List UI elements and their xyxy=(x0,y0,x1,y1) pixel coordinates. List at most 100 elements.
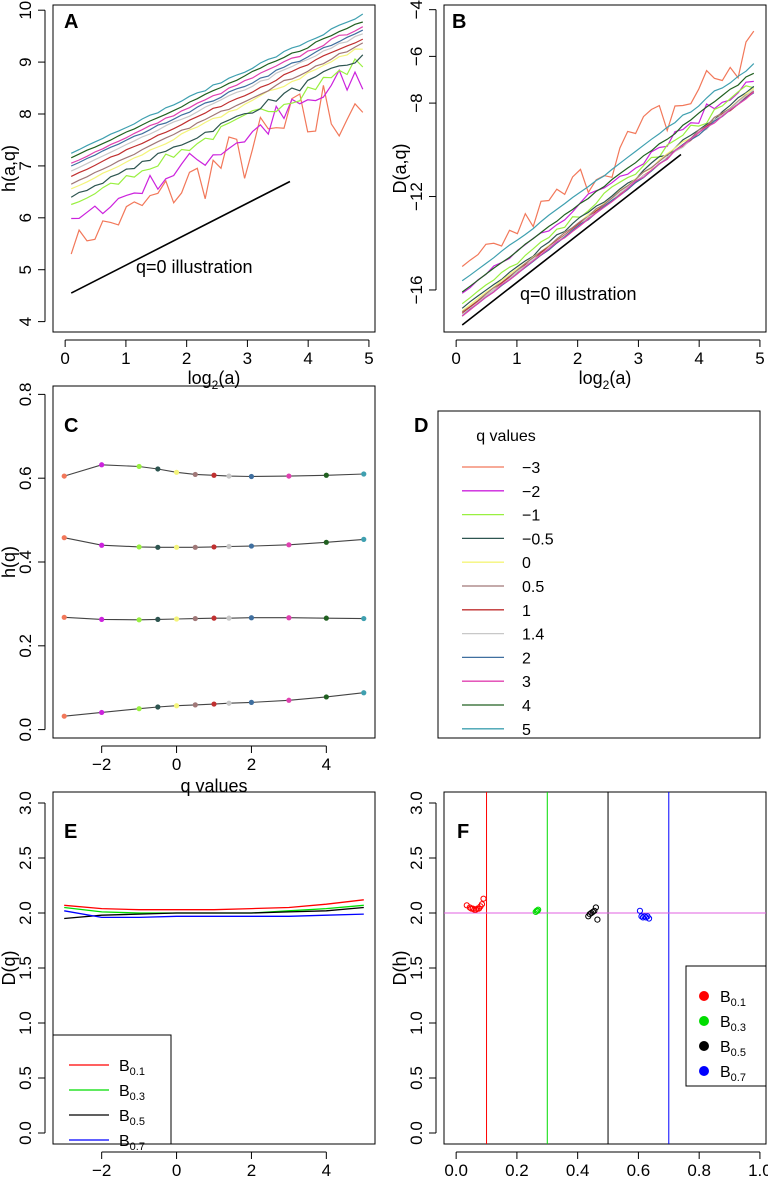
legend-label: −3 xyxy=(522,460,540,477)
dh-point-B0.5 xyxy=(594,916,601,923)
dh-point-B0.7 xyxy=(642,914,650,921)
series-line-q-0 xyxy=(461,30,755,267)
y-tick-label: 7 xyxy=(16,161,35,170)
hq-point xyxy=(211,472,217,478)
hq-point xyxy=(99,709,105,716)
legend-swatch xyxy=(699,1041,709,1051)
y-tick-label: 4 xyxy=(16,317,35,326)
plot-frame xyxy=(52,385,376,739)
y-tick-label: −16 xyxy=(407,276,426,305)
legend-box xyxy=(437,410,761,739)
series-line-q-5 xyxy=(461,90,755,313)
hq-point xyxy=(248,473,255,480)
dq-line-B0.1 xyxy=(64,899,364,911)
dh-point-B0.7 xyxy=(636,907,644,914)
dh-point-B0.1 xyxy=(480,895,487,902)
legend-box xyxy=(685,965,767,1087)
panel-f: F 0.0 0.2 0.4 0.6 0.8 1.0 0.0 0.5 1.0 1.5 2.0 2.5 3.… xyxy=(390,791,768,1180)
y-tick-label: 0.5 xyxy=(407,1066,426,1090)
panel-c-label: C xyxy=(64,415,78,437)
y-tick-label: 6 xyxy=(16,213,35,222)
hq-point xyxy=(173,469,180,475)
panel-e: E −2 0 2 4 0.0 0.5 1.0 1.5 2.0 2.5 3.0 B0.1 B0.3 B0.5… xyxy=(0,791,376,1180)
panel-e-label: E xyxy=(64,821,77,843)
hq-point xyxy=(61,614,67,620)
panel-f-label: F xyxy=(457,821,469,843)
dh-point-B0.1 xyxy=(478,901,486,908)
x-tick-label: 3 xyxy=(634,349,643,368)
y-axis-label: h(q) xyxy=(0,546,19,578)
hq-point xyxy=(323,615,329,621)
hq-point xyxy=(323,472,329,478)
hq-point xyxy=(155,616,161,623)
series-line-q-5 xyxy=(70,42,364,185)
plot-frame xyxy=(443,4,767,333)
y-tick-label: 2.0 xyxy=(16,901,35,925)
x-tick-label: 0 xyxy=(172,1161,181,1180)
y-tick-label: 0.5 xyxy=(16,1066,35,1090)
hq-line-3 xyxy=(64,692,364,717)
y-axis-label: h(a,q) xyxy=(0,145,19,192)
hq-point xyxy=(192,702,198,708)
y-tick-label: 3.0 xyxy=(407,791,426,815)
legend-label: B0.7 xyxy=(720,1064,746,1084)
hq-line-1 xyxy=(64,537,364,548)
dh-point-B0.1 xyxy=(469,905,476,912)
hq-point xyxy=(323,539,329,545)
dh-point-B0.5 xyxy=(592,904,599,911)
hq-point xyxy=(248,543,255,549)
dq-line-B0.5 xyxy=(64,906,364,920)
y-axis-label: D(a,q) xyxy=(390,143,410,193)
x-tick-label: 2 xyxy=(247,755,256,774)
hq-point xyxy=(61,535,67,541)
y-axis-label: D(h) xyxy=(390,951,410,986)
y-tick-label: 9 xyxy=(16,57,35,66)
hq-point xyxy=(248,615,255,621)
hq-point xyxy=(192,471,198,478)
y-tick-label: 0.8 xyxy=(16,383,35,407)
legend-label: 4 xyxy=(522,698,531,715)
legend-label: 1.4 xyxy=(522,627,544,644)
legend-label: B0.3 xyxy=(119,1083,145,1103)
y-tick-label: 0.6 xyxy=(16,466,35,490)
hq-line-2 xyxy=(64,616,364,621)
y-tick-label: 0.0 xyxy=(16,718,35,742)
y-tick-label: −12 xyxy=(407,182,426,211)
y-tick-label: −8 xyxy=(407,93,426,112)
y-tick-label: 3.0 xyxy=(16,791,35,815)
panel-b-label: B xyxy=(452,11,466,33)
hq-point xyxy=(361,471,367,477)
series-line-q-1 xyxy=(461,80,754,294)
x-tick-label: 4 xyxy=(322,1161,331,1180)
series-line-q-9 xyxy=(70,26,364,164)
hq-point xyxy=(211,615,217,621)
y-tick-label: 2.5 xyxy=(16,846,35,870)
y-tick-label: 0.0 xyxy=(407,1121,426,1145)
legend-label: −0.5 xyxy=(522,531,554,548)
legend-label: B0.5 xyxy=(720,1039,746,1059)
dh-point-B0.7 xyxy=(645,915,653,922)
plot-frame xyxy=(52,791,376,1145)
hq-point xyxy=(61,473,67,479)
legend-swatch xyxy=(699,1016,709,1026)
y-tick-label: −6 xyxy=(407,47,426,66)
hq-point xyxy=(155,466,161,472)
hq-point xyxy=(136,463,142,470)
hq-line-0 xyxy=(64,464,364,478)
panel-c: C −2 0 2 4 0.0 0.2 0.4 0.6 0.8 q values h(q) xyxy=(0,383,376,796)
x-tick-label: 5 xyxy=(755,349,764,368)
legend-label: B0.7 xyxy=(119,1133,145,1153)
x-tick-label: 1.0 xyxy=(748,1161,768,1180)
hq-point xyxy=(136,544,142,550)
y-tick-label: 1.5 xyxy=(16,956,35,980)
hq-point xyxy=(192,544,198,550)
y-tick-label: −4 xyxy=(407,0,426,19)
hq-point xyxy=(211,544,217,550)
panel-d-label: D xyxy=(414,415,428,437)
x-tick-label: −2 xyxy=(92,1161,111,1180)
series-line-q-10 xyxy=(461,72,755,293)
hq-point xyxy=(173,616,180,622)
panel-a-label: A xyxy=(64,11,78,33)
series-line-q-3 xyxy=(461,85,755,309)
dh-point-B0.5 xyxy=(589,908,596,916)
